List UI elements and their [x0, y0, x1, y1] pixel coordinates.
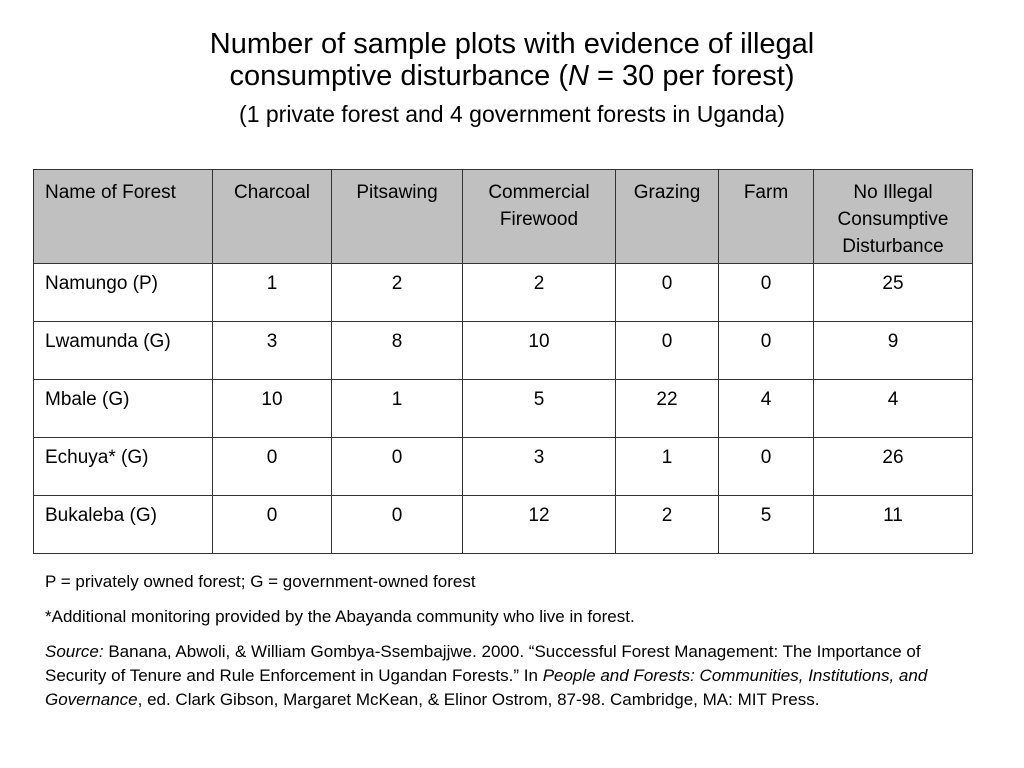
legend-note: P = privately owned forest; G = governme… [45, 572, 476, 591]
cell-farm: 0 [718, 321, 814, 380]
slide-title: Number of sample plots with evidence of … [0, 28, 1024, 92]
title-line-2: consumptive disturbance (N = 30 per fore… [0, 60, 1024, 92]
table-row: Bukaleba (G) 0 0 12 2 5 11 [33, 495, 973, 554]
cell-commercial-firewood: 12 [462, 495, 616, 554]
source-label: Source: [45, 642, 104, 661]
cell-pitsawing: 2 [331, 263, 463, 322]
cell-farm: 0 [718, 437, 814, 496]
disturbance-table: Name of Forest Charcoal Pitsawing Commer… [33, 169, 973, 554]
cell-grazing: 1 [615, 437, 719, 496]
cell-charcoal: 0 [212, 437, 332, 496]
cell-pitsawing: 0 [331, 495, 463, 554]
cell-pitsawing: 8 [331, 321, 463, 380]
cell-no-illegal-disturbance: 25 [813, 263, 973, 322]
table-notes: P = privately owned forest; G = governme… [45, 570, 950, 723]
table-header-row: Name of Forest Charcoal Pitsawing Commer… [33, 169, 973, 264]
table-row: Mbale (G) 10 1 5 22 4 4 [33, 379, 973, 438]
header-commercial-firewood: Commercial Firewood [462, 169, 616, 264]
cell-farm: 0 [718, 263, 814, 322]
cell-pitsawing: 1 [331, 379, 463, 438]
cell-forest-name: Echuya* (G) [33, 437, 213, 496]
cell-grazing: 22 [615, 379, 719, 438]
table-row: Lwamunda (G) 3 8 10 0 0 9 [33, 321, 973, 380]
cell-charcoal: 3 [212, 321, 332, 380]
header-pitsawing: Pitsawing [331, 169, 463, 264]
cell-no-illegal-disturbance: 11 [813, 495, 973, 554]
header-grazing: Grazing [615, 169, 719, 264]
header-farm: Farm [718, 169, 814, 264]
cell-forest-name: Namungo (P) [33, 263, 213, 322]
table-row: Namungo (P) 1 2 2 0 0 25 [33, 263, 973, 322]
cell-commercial-firewood: 10 [462, 321, 616, 380]
cell-grazing: 0 [615, 321, 719, 380]
cell-pitsawing: 0 [331, 437, 463, 496]
cell-commercial-firewood: 5 [462, 379, 616, 438]
cell-no-illegal-disturbance: 9 [813, 321, 973, 380]
title-n: N [568, 60, 589, 92]
source-text-2: , ed. Clark Gibson, Margaret McKean, & E… [137, 690, 820, 709]
cell-forest-name: Mbale (G) [33, 379, 213, 438]
header-no-illegal-disturbance: No Illegal Consumptive Disturbance [813, 169, 973, 264]
cell-grazing: 2 [615, 495, 719, 554]
title-line-2-post: = 30 per forest) [588, 60, 795, 92]
cell-farm: 5 [718, 495, 814, 554]
cell-commercial-firewood: 3 [462, 437, 616, 496]
title-line-2-pre: consumptive disturbance ( [229, 60, 569, 92]
cell-charcoal: 1 [212, 263, 332, 322]
cell-grazing: 0 [615, 263, 719, 322]
header-charcoal: Charcoal [212, 169, 332, 264]
source-book-title: People and Forests: Communities, Institu… [45, 666, 928, 709]
cell-forest-name: Lwamunda (G) [33, 321, 213, 380]
cell-commercial-firewood: 2 [462, 263, 616, 322]
slide-subtitle: (1 private forest and 4 government fores… [239, 101, 785, 127]
cell-no-illegal-disturbance: 4 [813, 379, 973, 438]
table-row: Echuya* (G) 0 0 3 1 0 26 [33, 437, 973, 496]
footnote: *Additional monitoring provided by the A… [45, 607, 635, 626]
source-text-1: Banana, Abwoli, & William Gombya-Ssembaj… [45, 642, 921, 685]
cell-charcoal: 10 [212, 379, 332, 438]
source-citation: Source: Banana, Abwoli, & William Gombya… [45, 640, 950, 712]
cell-forest-name: Bukaleba (G) [33, 495, 213, 554]
title-line-1: Number of sample plots with evidence of … [209, 28, 815, 60]
cell-charcoal: 0 [212, 495, 332, 554]
header-name-of-forest: Name of Forest [33, 169, 213, 264]
cell-no-illegal-disturbance: 26 [813, 437, 973, 496]
cell-farm: 4 [718, 379, 814, 438]
